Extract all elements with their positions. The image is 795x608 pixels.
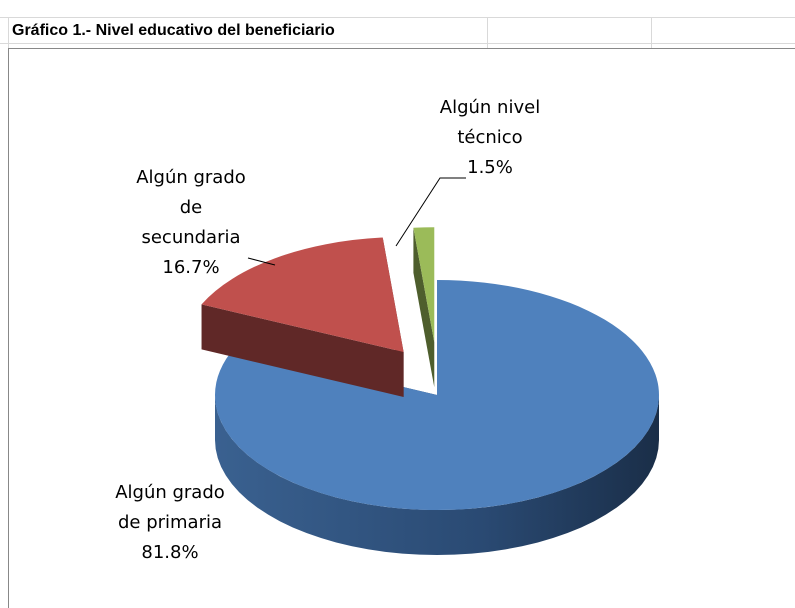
slice-label: Algún grado de primaria 81.8% (110, 478, 230, 568)
slice-wall (201, 304, 404, 397)
sheet-grid (0, 17, 795, 48)
slice-wall (413, 227, 435, 388)
slice-label: Algún nivel técnico 1.5% (420, 93, 560, 183)
category-label: Algún grado de primaria (115, 482, 225, 533)
value-label: 1.5% (467, 157, 513, 178)
pie (201, 227, 659, 555)
category-label: Algún grado de secundaria (136, 167, 246, 248)
value-label: 16.7% (162, 257, 220, 278)
leader-lines (247, 177, 466, 266)
pie-slice (413, 227, 435, 343)
slice-side (215, 395, 659, 555)
slice-label: Algún grado de secundaria 16.7% (135, 163, 247, 283)
chart-title: Gráfico 1.- Nivel educativo del benefici… (12, 22, 335, 39)
category-label: Algún nivel técnico (439, 97, 541, 148)
pie-slice (214, 280, 659, 510)
pie-slice (201, 237, 404, 352)
value-label: 81.8% (141, 542, 199, 563)
